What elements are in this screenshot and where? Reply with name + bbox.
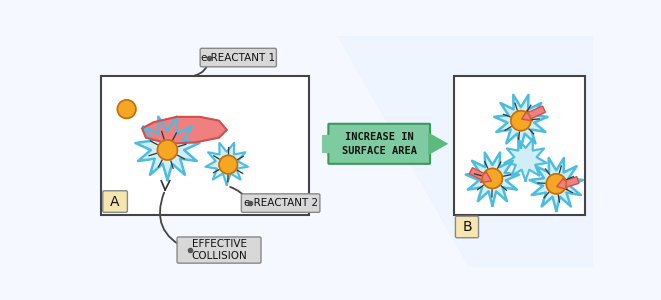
Text: e REACTANT 2: e REACTANT 2: [243, 198, 318, 208]
FancyBboxPatch shape: [454, 76, 585, 214]
Polygon shape: [529, 158, 583, 211]
Polygon shape: [504, 139, 547, 181]
FancyBboxPatch shape: [329, 124, 430, 164]
Polygon shape: [323, 136, 329, 152]
FancyArrow shape: [557, 177, 579, 190]
FancyBboxPatch shape: [241, 194, 320, 212]
Text: B: B: [462, 220, 472, 234]
FancyArrow shape: [469, 168, 491, 182]
Circle shape: [483, 168, 502, 188]
Polygon shape: [142, 117, 227, 144]
Circle shape: [219, 155, 237, 174]
Text: A: A: [110, 195, 120, 208]
Circle shape: [157, 140, 177, 160]
Text: EFFECTIVE
COLLISION: EFFECTIVE COLLISION: [191, 239, 247, 261]
Text: e REACTANT 1: e REACTANT 1: [201, 52, 276, 63]
Polygon shape: [429, 134, 446, 153]
FancyBboxPatch shape: [177, 237, 261, 263]
Polygon shape: [494, 95, 547, 148]
Circle shape: [511, 111, 531, 131]
Polygon shape: [466, 153, 519, 206]
FancyBboxPatch shape: [101, 76, 309, 214]
Text: INCREASE IN
SURFACE AREA: INCREASE IN SURFACE AREA: [342, 132, 416, 156]
FancyBboxPatch shape: [102, 191, 128, 212]
FancyBboxPatch shape: [200, 48, 276, 67]
Circle shape: [546, 174, 566, 194]
Circle shape: [118, 100, 136, 118]
Polygon shape: [206, 143, 248, 184]
Polygon shape: [136, 117, 200, 180]
FancyBboxPatch shape: [455, 216, 479, 238]
FancyArrow shape: [522, 106, 545, 121]
Polygon shape: [338, 36, 594, 267]
